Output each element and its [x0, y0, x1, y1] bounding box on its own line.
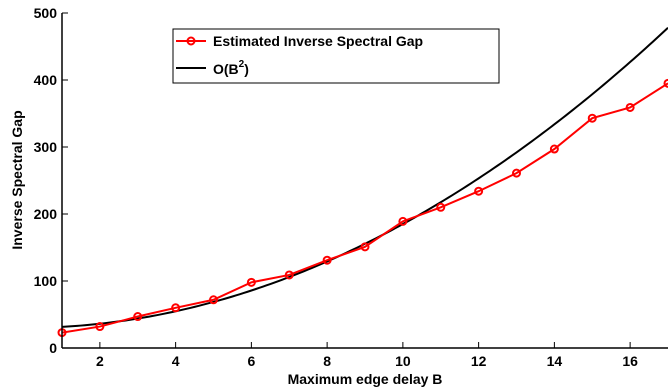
x-tick-label: 8 — [323, 353, 331, 369]
data-point — [360, 242, 370, 252]
data-point — [322, 255, 332, 265]
data-point — [284, 270, 294, 280]
x-tick-label: 14 — [547, 353, 563, 369]
legend: Estimated Inverse Spectral Gap O(B2) — [172, 28, 500, 84]
x-ticks: 2 4 6 8 10 12 14 16 — [96, 342, 638, 369]
markers-layer — [57, 78, 668, 338]
data-point — [625, 102, 635, 112]
data-point — [246, 277, 256, 287]
legend-label-estimated: Estimated Inverse Spectral Gap — [213, 33, 423, 49]
x-tick-label: 12 — [471, 353, 487, 369]
y-tick-label: 200 — [34, 206, 58, 222]
data-point — [133, 312, 143, 322]
y-tick-label: 500 — [34, 5, 58, 21]
legend-marker-estimated — [186, 36, 196, 46]
legend-box — [172, 28, 500, 84]
y-tick-label: 300 — [34, 139, 58, 155]
data-point — [398, 216, 408, 226]
legend-label-bigo-base: O(B — [213, 61, 239, 77]
y-tick-label: 100 — [34, 273, 58, 289]
data-point — [663, 78, 668, 88]
y-axis-label: Inverse Spectral Gap — [9, 110, 25, 249]
data-point — [587, 113, 597, 123]
x-tick-label: 16 — [622, 353, 638, 369]
x-tick-label: 2 — [96, 353, 104, 369]
legend-label-bigo-sup: 2 — [239, 59, 245, 70]
series-estimated-line — [62, 82, 668, 334]
legend-label-bigo: O(B2) — [213, 59, 249, 77]
x-tick-label: 10 — [395, 353, 411, 369]
data-point — [474, 186, 484, 196]
data-point — [171, 303, 181, 313]
x-tick-label: 4 — [172, 353, 180, 369]
x-tick-label: 6 — [247, 353, 255, 369]
data-point — [209, 295, 218, 305]
data-point — [549, 144, 559, 154]
data-point — [436, 202, 446, 212]
y-tick-label: 0 — [49, 340, 57, 356]
data-point — [95, 322, 105, 332]
legend-label-bigo-tail: ) — [244, 61, 249, 77]
data-point — [512, 168, 521, 178]
y-tick-label: 400 — [34, 72, 58, 88]
y-ticks: 0 100 200 300 400 500 — [34, 5, 68, 356]
x-axis-label: Maximum edge delay B — [288, 371, 443, 387]
axes — [61, 13, 668, 349]
